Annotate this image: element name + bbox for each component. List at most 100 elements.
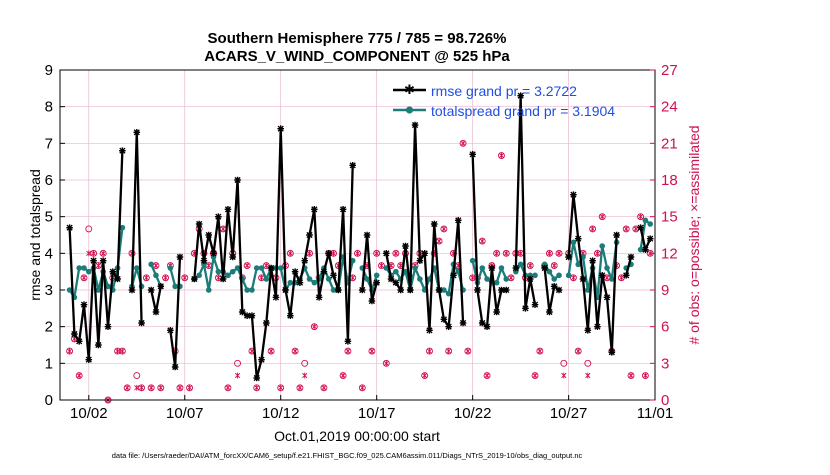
- spread-point: [277, 265, 284, 271]
- rmse-point: [574, 235, 582, 242]
- spread-point: [229, 268, 236, 275]
- rmse-point: [191, 275, 198, 283]
- obs-possible-marker: [622, 225, 630, 233]
- rmse-point: [541, 264, 548, 272]
- right-tick-label: 18: [661, 172, 678, 189]
- spread-point: [609, 276, 615, 282]
- obs-assimilated-marker: [618, 274, 625, 281]
- obs-assimilated-marker: [143, 274, 149, 281]
- rmse-point: [474, 286, 481, 294]
- obs-possible-marker: [373, 249, 381, 257]
- obs-assimilated-marker: [177, 384, 183, 391]
- rmse-point: [358, 286, 366, 294]
- obs-possible-marker: [114, 347, 122, 355]
- obs-possible-marker: [637, 213, 645, 221]
- rmse-point: [416, 257, 424, 264]
- rmse-point: [421, 250, 428, 257]
- spread-point: [604, 265, 610, 271]
- obs-assimilated-marker: [446, 348, 452, 355]
- rmse-series-line: [625, 256, 633, 276]
- spread-point: [153, 272, 159, 279]
- obs-assimilated-marker: [220, 225, 226, 232]
- rmse-point: [512, 264, 520, 272]
- obs-assimilated-marker: [441, 225, 447, 232]
- obs-possible-marker: [459, 139, 467, 147]
- right-tick-label: 24: [661, 99, 678, 116]
- obs-assimilated-marker: [287, 250, 293, 257]
- rmse-point: [579, 275, 587, 283]
- obs-assimilated-marker: [297, 384, 303, 391]
- rmse-point: [109, 268, 117, 275]
- spread-point: [306, 276, 313, 282]
- spread-point: [493, 279, 500, 286]
- obs-assimilated-marker: [254, 384, 260, 391]
- spread-point: [364, 276, 370, 282]
- rmse-point: [627, 253, 635, 261]
- rmse-point: [440, 316, 448, 323]
- rmse-point: [344, 338, 352, 345]
- obs-assimilated-marker: [345, 348, 351, 355]
- spread-point: [81, 265, 87, 271]
- obs-possible-marker: [267, 347, 275, 355]
- obs-possible-marker: [277, 384, 285, 392]
- rmse-point: [119, 147, 126, 154]
- obs-assimilated-marker: [258, 274, 265, 281]
- spread-point: [393, 268, 399, 275]
- obs-possible-marker: [291, 347, 299, 355]
- spread-point: [349, 257, 356, 264]
- obs-possible-marker: [224, 384, 232, 392]
- obs-possible-marker: [641, 372, 649, 380]
- spread-point: [532, 272, 538, 279]
- spread-point: [585, 287, 591, 293]
- spread-point: [225, 272, 231, 279]
- obs-possible-marker: [310, 323, 318, 331]
- rmse-point: [613, 231, 620, 239]
- rmse-series-line: [130, 131, 143, 324]
- left-tick-label: 1: [45, 355, 53, 372]
- obs-possible-marker: [176, 384, 184, 392]
- obs-assimilated-marker: [225, 384, 231, 391]
- rmse-point: [171, 363, 179, 371]
- spread-point: [234, 265, 241, 271]
- obs-assimilated-marker: [119, 348, 125, 355]
- obs-assimilated-marker: [263, 262, 269, 269]
- obs-assimilated-marker: [321, 384, 327, 391]
- spread-point: [565, 272, 572, 279]
- obs-possible-marker: [550, 262, 558, 270]
- left-tick-label: 8: [45, 99, 53, 116]
- obs-possible-marker: [344, 347, 352, 355]
- obs-assimilated-marker: [162, 274, 169, 281]
- spread-point: [76, 265, 82, 271]
- obs-possible-marker: [286, 249, 294, 257]
- rmse-point: [450, 272, 457, 279]
- obs-assimilated-marker: [575, 348, 581, 355]
- obs-assimilated-marker: [215, 274, 221, 281]
- spread-point: [647, 221, 654, 227]
- obs-assimilated-marker: [599, 213, 605, 220]
- spread-point: [287, 279, 294, 286]
- left-axis-label: rmse and totalspread: [27, 169, 43, 301]
- spread-point: [244, 287, 250, 293]
- obs-assimilated-marker: [81, 274, 87, 281]
- rmse-point: [287, 312, 294, 319]
- rmse-point: [85, 356, 93, 363]
- rmse-point: [229, 253, 237, 261]
- obs-possible-marker: [354, 249, 361, 257]
- rmse-point: [646, 235, 654, 242]
- obs-possible-marker: [339, 372, 347, 380]
- obs-assimilated-marker: [182, 274, 188, 281]
- obs-assimilated-marker: [484, 372, 490, 379]
- legend-rmse-marker: ✱: [404, 82, 415, 97]
- obs-possible-marker: [99, 249, 107, 257]
- obs-possible-marker: [147, 384, 155, 392]
- obs-assimilated-marker: [369, 348, 375, 355]
- obs-assimilated-marker: [623, 225, 629, 232]
- rmse-point: [253, 374, 261, 382]
- obs-assimilated-marker: [302, 372, 308, 379]
- legend-spread-marker: [405, 106, 414, 114]
- rmse-point: [243, 312, 251, 319]
- obs-possible-marker: [234, 359, 241, 367]
- rmse-point: [368, 297, 376, 305]
- obs-assimilated-marker: [134, 384, 140, 391]
